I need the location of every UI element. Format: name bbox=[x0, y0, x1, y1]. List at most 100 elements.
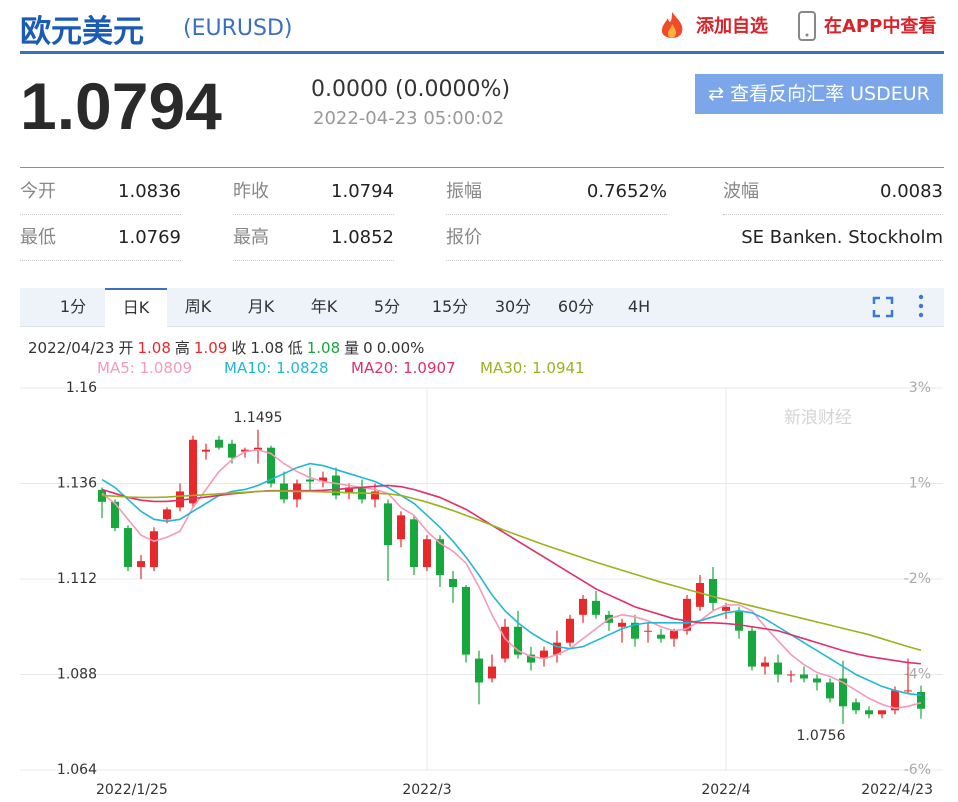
candle-body bbox=[787, 674, 795, 676]
swap-icon: ⇄ bbox=[708, 83, 731, 105]
phone-icon bbox=[798, 11, 816, 41]
candle-body bbox=[371, 491, 379, 500]
candle-body bbox=[722, 606, 730, 611]
x-tick-label: 2022/4 bbox=[701, 782, 750, 798]
candle-body bbox=[592, 600, 600, 615]
candle-body bbox=[826, 682, 834, 699]
chart: 新浪财经 1.064 -6% 1.088 -4% 1.112 -2% 1.136 1% 1.16 3… bbox=[20, 380, 943, 798]
candle-body bbox=[644, 630, 652, 632]
stat-label: 今开 bbox=[20, 181, 56, 202]
stat-value: 0.0083 bbox=[880, 181, 943, 202]
candle-body bbox=[904, 690, 912, 692]
ma-line bbox=[101, 462, 922, 696]
info-part: 0.00% bbox=[376, 339, 425, 357]
candle-body bbox=[800, 674, 808, 679]
y-tick-label: 1.136 bbox=[57, 476, 97, 492]
stat-label: 振幅 bbox=[446, 181, 482, 202]
ma-line bbox=[101, 484, 922, 665]
candle-body bbox=[137, 561, 145, 568]
reverse-button[interactable]: ⇄ 查看反向汇率 USDEUR bbox=[695, 74, 943, 114]
candle-body bbox=[345, 487, 353, 494]
candle-body bbox=[618, 622, 626, 627]
candle-body bbox=[267, 447, 275, 484]
candle-body bbox=[709, 579, 717, 603]
candle-body bbox=[462, 586, 470, 655]
tab[interactable]: 月K bbox=[247, 297, 275, 316]
legend-entry: MA30: 1.0941 bbox=[480, 359, 585, 377]
min-label: 1.0756 bbox=[797, 728, 846, 744]
x-tick-label: 2022/3 bbox=[402, 782, 451, 798]
tab[interactable]: 5分 bbox=[373, 297, 401, 316]
open-app[interactable]: 在APP中查看 bbox=[824, 16, 937, 37]
candle-body bbox=[579, 598, 587, 615]
code: (EURUSD) bbox=[183, 16, 293, 41]
info-part: 低 bbox=[287, 339, 303, 357]
candle-body bbox=[917, 692, 925, 709]
reverse-label: 查看反向汇率 USDEUR bbox=[730, 83, 930, 105]
candle-body bbox=[410, 519, 418, 568]
info-part: 1.08 bbox=[306, 339, 341, 357]
candle-body bbox=[540, 650, 548, 659]
ma-line bbox=[101, 448, 922, 710]
fullscreen-icon[interactable] bbox=[872, 296, 894, 318]
price: 1.0794 bbox=[20, 69, 222, 143]
tab[interactable]: 15分 bbox=[431, 297, 469, 316]
legend-entry: MA5: 1.0809 bbox=[97, 359, 193, 377]
stat-label: 最高 bbox=[233, 227, 269, 248]
candle-body bbox=[488, 666, 496, 679]
tab[interactable]: 1分 bbox=[59, 297, 87, 316]
tab[interactable]: 年K bbox=[310, 297, 338, 316]
info-part: 1.09 bbox=[193, 339, 228, 357]
candle-body bbox=[748, 630, 756, 667]
candle-body bbox=[423, 539, 431, 568]
candle-body bbox=[436, 539, 444, 576]
stat-value: 1.0836 bbox=[118, 181, 181, 202]
candle-body bbox=[306, 479, 314, 482]
info-part: 2022/04/23 bbox=[28, 339, 115, 357]
candle-body bbox=[774, 662, 782, 675]
y-tick-label: 1.064 bbox=[57, 762, 97, 778]
y2-tick-label: -6% bbox=[904, 762, 931, 778]
more-icon[interactable] bbox=[916, 292, 926, 320]
candle-body bbox=[683, 598, 691, 631]
candle-body bbox=[657, 634, 665, 639]
max-label: 1.1495 bbox=[234, 410, 283, 426]
stat-label: 昨收 bbox=[233, 181, 269, 202]
candle-body bbox=[501, 626, 509, 659]
stat: 波幅 0.0083 bbox=[723, 170, 943, 215]
stat-label: 报价 bbox=[446, 227, 482, 248]
stat-value: 1.0852 bbox=[331, 227, 394, 248]
tab[interactable]: 4H bbox=[627, 297, 651, 316]
tab[interactable]: 30分 bbox=[494, 297, 532, 316]
tab[interactable]: 60分 bbox=[557, 297, 595, 316]
candle-body bbox=[397, 515, 405, 540]
y2-tick-label: 1% bbox=[909, 476, 931, 492]
candle-body bbox=[475, 658, 483, 683]
tab[interactable]: 周K bbox=[184, 297, 212, 316]
stat-value: 0.7652% bbox=[586, 181, 667, 202]
candle-body bbox=[865, 710, 873, 715]
y2-tick-label: -4% bbox=[904, 667, 931, 683]
candle-body bbox=[228, 443, 236, 458]
info-part: 量 bbox=[344, 339, 360, 357]
y2-tick-label: 3% bbox=[909, 380, 931, 396]
candle-body bbox=[202, 449, 210, 452]
candle-body bbox=[566, 618, 574, 643]
candle-body bbox=[631, 622, 639, 639]
stat: 报价 SE Banken. Stockholm bbox=[446, 216, 943, 261]
add-watchlist[interactable]: 添加自选 bbox=[696, 16, 768, 37]
y2-tick-label: -2% bbox=[904, 571, 931, 587]
stat: 最低 1.0769 bbox=[20, 216, 181, 261]
stat: 最高 1.0852 bbox=[233, 216, 394, 261]
legend-entry: MA20: 1.0907 bbox=[351, 359, 456, 377]
tab[interactable]: 日K bbox=[105, 288, 167, 327]
info-part: 开 bbox=[118, 339, 134, 357]
info-part: 高 bbox=[174, 339, 190, 357]
stat-value: SE Banken. Stockholm bbox=[741, 227, 943, 248]
header-rule bbox=[20, 51, 944, 54]
candle-body bbox=[254, 447, 262, 450]
candle-body bbox=[735, 610, 743, 631]
info-line: 2022/04/23 开 1.08 高 1.09 收 1.08 低 1.08 量 0 0.00% bbox=[28, 337, 428, 358]
info-part: 1.08 bbox=[250, 339, 284, 357]
